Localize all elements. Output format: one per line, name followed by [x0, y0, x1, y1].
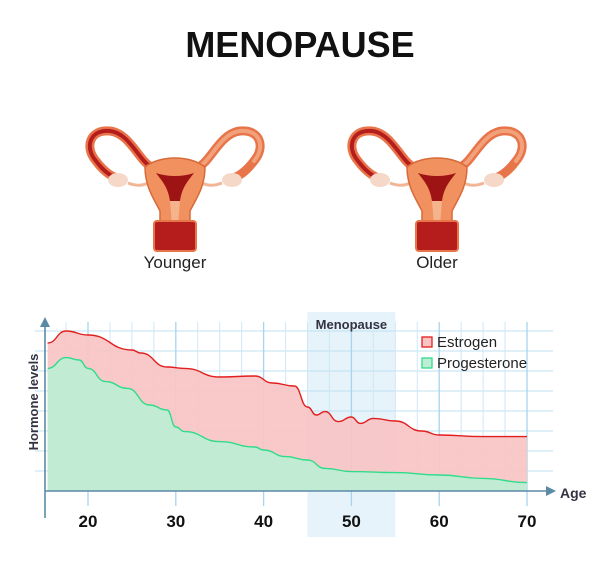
y-axis-arrow-icon	[40, 317, 50, 327]
x-tick-label: 50	[342, 512, 361, 531]
younger-label: Younger	[143, 253, 207, 272]
x-tick-label: 20	[79, 512, 98, 531]
legend-label-progesterone: Progesterone	[437, 355, 527, 372]
x-tick-label: 70	[518, 512, 537, 531]
legend-swatch-progesterone	[421, 357, 433, 369]
x-tick-label: 40	[254, 512, 273, 531]
progesterone-line	[47, 356, 528, 484]
x-axis-arrow-icon	[546, 486, 556, 496]
x-tick-label: 60	[430, 512, 449, 531]
older-label: Older	[416, 253, 458, 272]
estrogen-line	[47, 330, 527, 438]
page-title: MENOPAUSE	[185, 24, 415, 65]
x-axis-label: Age	[560, 485, 587, 501]
menopause-label: Menopause	[316, 317, 388, 332]
legend-label-estrogen: Estrogen	[437, 334, 497, 351]
legend-swatch-estrogen	[421, 336, 433, 348]
y-axis-label: Hormone levels	[26, 354, 41, 451]
progesterone-area	[47, 357, 527, 491]
x-tick-label: 30	[166, 512, 185, 531]
